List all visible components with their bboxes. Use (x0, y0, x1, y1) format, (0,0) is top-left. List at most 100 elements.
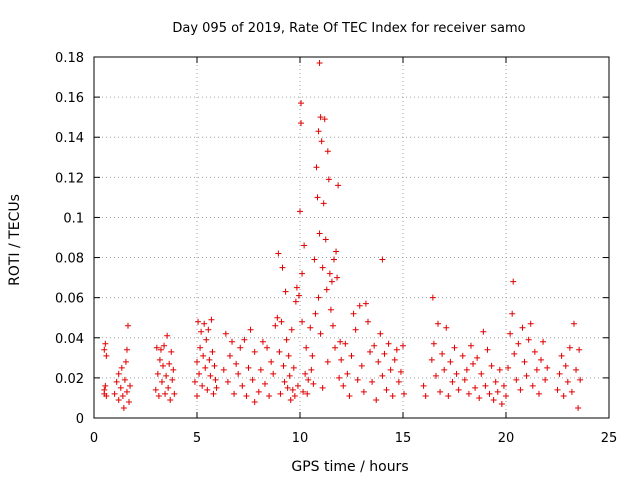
data-point (213, 384, 220, 391)
axis-ticks (93, 56, 610, 419)
data-point (288, 326, 295, 333)
data-point (117, 384, 124, 391)
data-point (391, 356, 398, 363)
y-tick-label: 0.04 (55, 332, 84, 347)
data-point (395, 378, 402, 385)
data-point (308, 366, 315, 373)
data-point (231, 390, 238, 397)
data-point (235, 370, 242, 377)
data-point (156, 356, 163, 363)
data-point (340, 382, 347, 389)
data-point (472, 384, 479, 391)
data-point (566, 344, 573, 351)
data-point (430, 340, 437, 347)
data-point (519, 324, 526, 331)
data-point (467, 342, 474, 349)
data-point (245, 364, 252, 371)
data-point (237, 344, 244, 351)
y-tick-label: 0.1 (63, 211, 84, 226)
data-point (268, 358, 275, 365)
data-point (334, 274, 341, 281)
data-point (281, 378, 288, 385)
data-point (170, 366, 177, 373)
data-point (441, 366, 448, 373)
data-point (257, 366, 264, 373)
data-point (554, 386, 561, 393)
data-point (439, 350, 446, 357)
data-point (123, 346, 130, 353)
data-point (287, 396, 294, 403)
data-point (283, 336, 290, 343)
data-point (354, 376, 361, 383)
data-point (161, 342, 168, 349)
data-point (317, 330, 324, 337)
data-point (523, 372, 530, 379)
data-point (324, 358, 331, 365)
data-point (576, 346, 583, 353)
data-point (205, 326, 212, 333)
data-point (317, 114, 324, 121)
y-tick-label: 0 (76, 412, 84, 427)
data-point (298, 100, 305, 107)
data-point (113, 378, 120, 385)
data-point (264, 344, 271, 351)
data-point (337, 338, 344, 345)
data-point (379, 256, 386, 263)
data-point (126, 398, 133, 405)
data-point (118, 364, 125, 371)
data-point (505, 364, 512, 371)
y-tick-label: 0.08 (55, 252, 84, 267)
y-tick-label: 0.06 (55, 292, 84, 307)
data-point (379, 372, 386, 379)
data-point (342, 340, 349, 347)
data-point (280, 362, 287, 369)
data-point (312, 310, 319, 317)
data-point (115, 396, 122, 403)
data-point (367, 348, 374, 355)
data-point (558, 352, 565, 359)
data-point (333, 248, 340, 255)
data-point (293, 284, 300, 291)
data-point (206, 356, 213, 363)
data-point (511, 350, 518, 357)
x-axis-label: GPS time / hours (291, 459, 408, 475)
data-point (503, 392, 509, 399)
data-point (208, 316, 215, 323)
data-point (429, 294, 436, 301)
data-point (153, 344, 160, 351)
data-point (169, 376, 176, 383)
data-point (275, 250, 282, 257)
data-point (298, 120, 305, 127)
data-point (276, 348, 283, 355)
data-point (496, 366, 503, 373)
y-axis-label: ROTI / TECUs (7, 194, 23, 286)
data-point (474, 354, 481, 361)
data-point (338, 356, 345, 363)
data-point (318, 138, 325, 145)
data-point (486, 390, 493, 397)
data-point (490, 396, 497, 403)
data-point (168, 348, 175, 355)
data-point (274, 314, 281, 321)
data-point (304, 390, 311, 397)
data-point (575, 404, 582, 411)
data-point (307, 324, 314, 331)
data-point (200, 352, 207, 359)
data-point (291, 392, 298, 399)
data-point (160, 362, 167, 369)
data-point (299, 318, 306, 325)
data-point (101, 346, 108, 353)
data-point (517, 386, 524, 393)
data-point (319, 384, 326, 391)
data-point (428, 356, 435, 363)
x-tick-label: 15 (395, 431, 412, 446)
data-point (251, 398, 258, 405)
plot-frame (93, 56, 610, 419)
data-point (121, 376, 128, 383)
data-point (167, 396, 174, 403)
y-tick-label: 0.02 (55, 372, 84, 387)
data-point (204, 386, 211, 393)
data-point (445, 392, 452, 399)
data-point (344, 370, 351, 377)
data-point (509, 310, 516, 317)
